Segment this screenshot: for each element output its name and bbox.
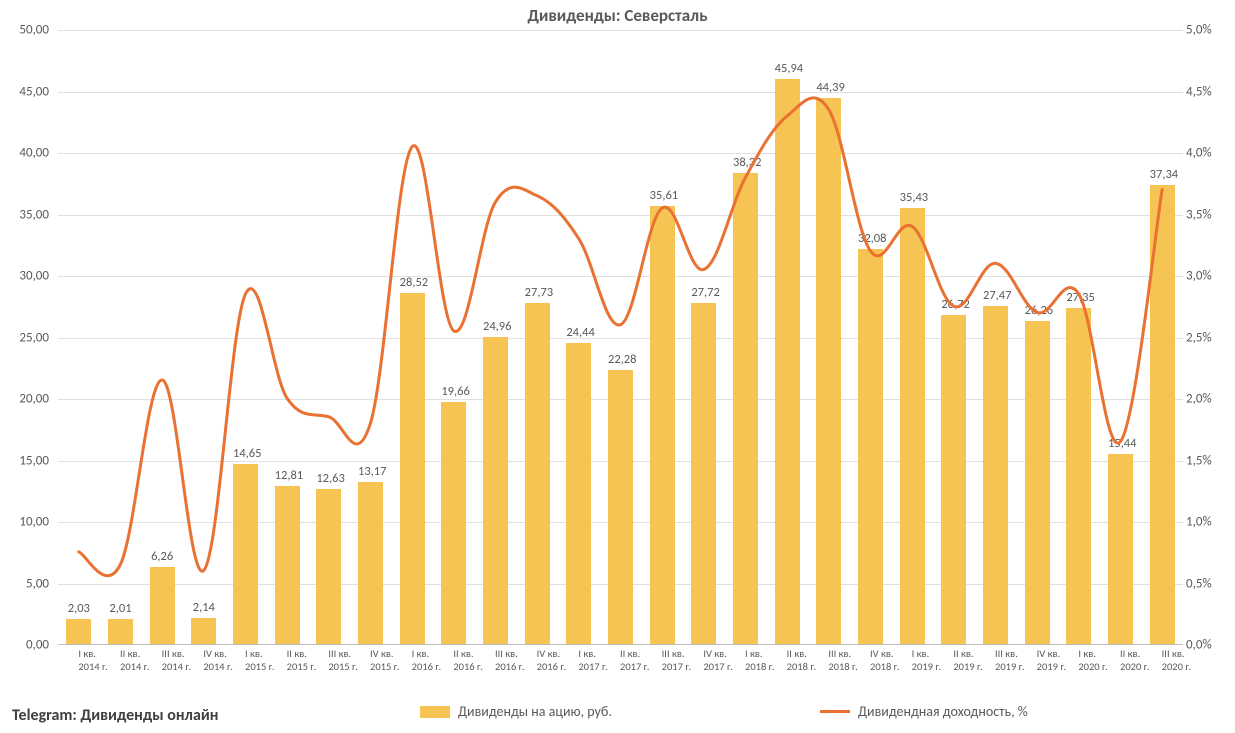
x-tick: II кв.2016 г.	[454, 647, 455, 673]
x-tick: IV кв.2016 г.	[537, 647, 538, 673]
x-tick: III кв.2020 г.	[1162, 647, 1163, 673]
x-tick: IV кв.2019 г.	[1037, 647, 1038, 673]
dividend-chart: Дивиденды: Северсталь 0,00 5,00 10,00 15,00…	[0, 0, 1235, 733]
y-left-tick: 35,00	[19, 207, 49, 222]
x-tick: I кв.2018 г.	[746, 647, 747, 673]
x-tick: I кв.2019 г.	[912, 647, 913, 673]
x-tick: III кв.2017 г.	[662, 647, 663, 673]
x-tick: I кв.2014 г.	[79, 647, 80, 673]
y-left-tick: 40,00	[19, 146, 49, 161]
legend-label-bars: Дивиденды на ацию, руб.	[458, 703, 612, 720]
y-left-tick: 20,00	[19, 392, 49, 407]
y-right-tick: 2,5%	[1186, 330, 1212, 345]
plot-area: 2,032,016,262,1414,6512,8112,6313,1728,5…	[58, 30, 1183, 645]
y-left-tick: 45,00	[19, 84, 49, 99]
legend-item-line: Дивидендная доходность, %	[820, 703, 1028, 720]
x-tick: I кв.2016 г.	[412, 647, 413, 673]
y-left-tick: 10,00	[19, 515, 49, 530]
y-right-tick: 5,0%	[1186, 23, 1212, 38]
y-right-tick: 2,0%	[1186, 392, 1212, 407]
x-tick: III кв.2015 г.	[329, 647, 330, 673]
x-tick: II кв.2015 г.	[287, 647, 288, 673]
x-tick: III кв.2016 г.	[496, 647, 497, 673]
y-axis-left: 0,005,0010,0015,0020,0025,0030,0035,0040…	[0, 30, 55, 645]
y-left-tick: 15,00	[19, 453, 49, 468]
x-tick: I кв.2017 г.	[579, 647, 580, 673]
y-left-tick: 30,00	[19, 269, 49, 284]
legend-swatch-line	[820, 710, 850, 713]
x-tick: I кв.2020 г.	[1079, 647, 1080, 673]
chart-title: Дивиденды: Северсталь	[0, 5, 1235, 26]
y-left-tick: 5,00	[26, 576, 49, 591]
yield-line	[79, 98, 1162, 576]
legend-item-bars: Дивиденды на ацию, руб.	[420, 703, 612, 720]
x-tick: I кв.2015 г.	[246, 647, 247, 673]
x-tick: III кв.2018 г.	[829, 647, 830, 673]
y-right-tick: 0,0%	[1186, 638, 1212, 653]
x-tick: II кв.2018 г.	[787, 647, 788, 673]
x-tick: IV кв.2015 г.	[371, 647, 372, 673]
y-left-tick: 50,00	[19, 23, 49, 38]
x-tick: II кв.2020 г.	[1121, 647, 1122, 673]
legend: Дивиденды на ацию, руб. Дивидендная дохо…	[0, 701, 1235, 727]
legend-label-line: Дивидендная доходность, %	[858, 703, 1028, 720]
y-right-tick: 1,5%	[1186, 453, 1212, 468]
y-right-tick: 4,5%	[1186, 84, 1212, 99]
y-right-tick: 3,0%	[1186, 269, 1212, 284]
y-right-tick: 1,0%	[1186, 515, 1212, 530]
y-right-tick: 3,5%	[1186, 207, 1212, 222]
x-tick: II кв.2014 г.	[121, 647, 122, 673]
x-tick: II кв.2017 г.	[621, 647, 622, 673]
legend-swatch-bar	[420, 706, 450, 718]
y-right-tick: 4,0%	[1186, 146, 1212, 161]
line-series	[58, 30, 1183, 644]
x-tick: II кв.2019 г.	[954, 647, 955, 673]
y-right-tick: 0,5%	[1186, 576, 1212, 591]
x-tick: III кв.2014 г.	[162, 647, 163, 673]
x-tick: IV кв.2017 г.	[704, 647, 705, 673]
x-tick: IV кв.2014 г.	[204, 647, 205, 673]
x-tick: IV кв.2018 г.	[871, 647, 872, 673]
y-axis-right: 0,0%0,5%1,0%1,5%2,0%2,5%3,0%3,5%4,0%4,5%…	[1180, 30, 1235, 645]
footer-attribution: Telegram: Дивиденды онлайн	[12, 706, 219, 725]
x-axis: I кв.2014 г. II кв.2014 г. III кв.2014 г. I…	[58, 647, 1183, 687]
y-left-tick: 25,00	[19, 330, 49, 345]
x-tick: III кв.2019 г.	[996, 647, 997, 673]
y-left-tick: 0,00	[26, 638, 49, 653]
